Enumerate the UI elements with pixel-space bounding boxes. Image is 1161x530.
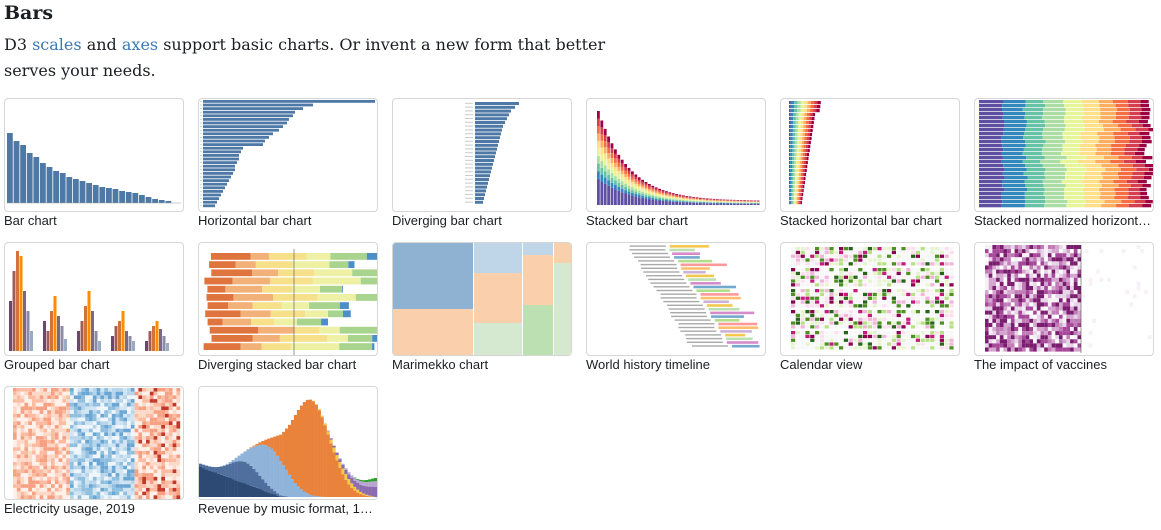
- card-title: Marimekko chart: [392, 357, 570, 373]
- card-title: Stacked horizontal bar chart: [780, 213, 958, 229]
- thumbnail-graphic: [393, 243, 571, 355]
- thumbnail-impact-of-vaccines: [974, 242, 1154, 356]
- thumbnail-diverging-bar-chart: [392, 98, 572, 212]
- lede-pre: D3: [4, 35, 32, 54]
- thumbnail-world-history-timeline: [586, 242, 766, 356]
- card-stacked-bar-chart[interactable]: Stacked bar chart: [586, 98, 766, 242]
- thumbnail-horizontal-bar-chart: [198, 98, 378, 212]
- card-calendar-view[interactable]: Calendar view: [780, 242, 960, 386]
- card-marimekko-chart[interactable]: Marimekko chart: [392, 242, 572, 386]
- chart-gallery: Bar chart Horizontal bar chart Diverging…: [4, 98, 1154, 530]
- card-horizontal-bar-chart[interactable]: Horizontal bar chart: [198, 98, 378, 242]
- card-title: Grouped bar chart: [4, 357, 182, 373]
- thumbnail-graphic: [781, 243, 959, 355]
- card-title: Bar chart: [4, 213, 182, 229]
- thumbnail-stacked-horizontal-bar-chart: [780, 98, 960, 212]
- thumbnail-stacked-bar-chart: [586, 98, 766, 212]
- card-title: Calendar view: [780, 357, 958, 373]
- thumbnail-graphic: [975, 99, 1153, 211]
- thumbnail-graphic: [199, 243, 377, 355]
- thumbnail-stacked-normalized-horizontal-bar-chart: [974, 98, 1154, 212]
- section-heading: Bars: [4, 2, 53, 24]
- card-title: Electricity usage, 2019: [4, 501, 182, 517]
- card-title: Diverging stacked bar chart: [198, 357, 376, 373]
- thumbnail-graphic: [587, 243, 765, 355]
- thumbnail-bar-chart: [4, 98, 184, 212]
- card-world-history-timeline[interactable]: World history timeline: [586, 242, 766, 386]
- thumbnail-graphic: [5, 243, 183, 355]
- thumbnail-graphic: [393, 99, 571, 211]
- card-title: The impact of vaccines: [974, 357, 1152, 373]
- thumbnail-graphic: [199, 99, 377, 211]
- card-diverging-stacked-bar-chart[interactable]: Diverging stacked bar chart: [198, 242, 378, 386]
- thumbnail-calendar-view: [780, 242, 960, 356]
- thumbnail-graphic: [781, 99, 959, 211]
- thumbnail-revenue-by-music-format: [198, 386, 378, 500]
- thumbnail-diverging-stacked-bar-chart: [198, 242, 378, 356]
- lede-and: and: [82, 35, 122, 54]
- card-title: Horizontal bar chart: [198, 213, 376, 229]
- thumbnail-graphic: [5, 99, 183, 211]
- thumbnail-graphic: [5, 387, 183, 499]
- card-grouped-bar-chart[interactable]: Grouped bar chart: [4, 242, 184, 386]
- thumbnail-graphic: [199, 387, 377, 499]
- card-title: Revenue by music format, 1973–2018: [198, 501, 376, 517]
- card-title: World history timeline: [586, 357, 764, 373]
- thumbnail-marimekko-chart: [392, 242, 572, 356]
- section-description: D3 scales and axes support basic charts.…: [4, 32, 634, 84]
- card-stacked-horizontal-bar-chart[interactable]: Stacked horizontal bar chart: [780, 98, 960, 242]
- thumbnail-grouped-bar-chart: [4, 242, 184, 356]
- card-title: Stacked bar chart: [586, 213, 764, 229]
- card-revenue-by-music-format[interactable]: Revenue by music format, 1973–2018: [198, 386, 378, 530]
- card-title: Diverging bar chart: [392, 213, 570, 229]
- scales-link[interactable]: scales: [32, 35, 82, 54]
- thumbnail-graphic: [975, 243, 1153, 355]
- card-diverging-bar-chart[interactable]: Diverging bar chart: [392, 98, 572, 242]
- card-impact-of-vaccines[interactable]: The impact of vaccines: [974, 242, 1154, 386]
- card-bar-chart[interactable]: Bar chart: [4, 98, 184, 242]
- thumbnail-electricity-usage: [4, 386, 184, 500]
- card-electricity-usage[interactable]: Electricity usage, 2019: [4, 386, 184, 530]
- card-title: Stacked normalized horizontal bar chart: [974, 213, 1152, 229]
- card-stacked-normalized-horizontal-bar-chart[interactable]: Stacked normalized horizontal bar chart: [974, 98, 1154, 242]
- thumbnail-graphic: [587, 99, 765, 211]
- axes-link[interactable]: axes: [122, 35, 158, 54]
